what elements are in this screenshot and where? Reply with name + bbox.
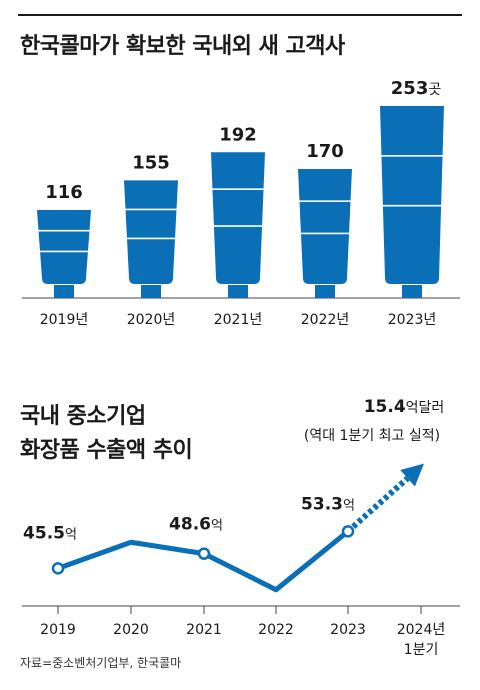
- data-point-marker: [341, 525, 355, 538]
- bar-value-label: 192: [219, 124, 257, 145]
- data-value-unit: 억: [211, 519, 223, 534]
- bar-tube-2019년: [37, 209, 91, 284]
- source-note: 자료=중소벤처기업부, 한국콜마: [20, 656, 182, 670]
- bar-category-label: 2021년: [214, 312, 263, 328]
- annotation-unit: 억달러: [406, 400, 445, 416]
- bar-cap-2022년: [315, 285, 335, 298]
- data-value-unit: 억: [343, 498, 355, 513]
- chart-title-exports-line1: 국내 중소기업: [20, 404, 146, 429]
- data-point-marker: [51, 562, 65, 575]
- bar-tube-2020년: [124, 180, 178, 284]
- bar-cap-2021년: [228, 285, 248, 298]
- bar-cap-2020년: [141, 285, 161, 298]
- data-point-marker: [197, 547, 211, 560]
- bar-chart: 116 2019년 155 2020년 192 2021년 170 2022년 253곳 2023…: [22, 78, 460, 328]
- bar-tube-2021년: [211, 152, 265, 284]
- x-tick-label: 2022: [258, 622, 294, 638]
- x-tick-label: 2020: [113, 622, 149, 638]
- bar-value-label: 253곳: [391, 78, 442, 99]
- bar-tube-2022년: [298, 168, 352, 284]
- x-tick-label: 2019: [40, 622, 76, 638]
- bar-tube-2023년: [380, 106, 444, 284]
- chart-title-customers: 한국콜마가 확보한 국내외 새 고객사: [20, 34, 345, 59]
- bar-value-label: 116: [45, 182, 83, 203]
- chart-title-exports: 국내 중소기업 화장품 수출액 추이: [20, 400, 193, 468]
- bar-category-label: 2023년: [388, 312, 437, 328]
- bar-cap-2019년: [54, 285, 74, 298]
- x-tick-label: 1분기: [404, 642, 439, 655]
- x-tick-label: 2024년: [397, 622, 446, 638]
- data-value-unit: 억: [65, 527, 77, 542]
- annotation-value: 15.4억달러: [364, 397, 445, 417]
- bar-category-label: 2019년: [40, 312, 89, 328]
- x-tick-label: 2023: [330, 622, 366, 638]
- bar-cap-2023년: [402, 285, 422, 298]
- series-projection: [346, 475, 410, 534]
- line-chart: 2019 2020 2021 2022 2023 2024년 1분기 45.5억 48.6억 53…: [22, 397, 460, 655]
- data-value-label: 53.3억: [301, 494, 355, 514]
- data-value-label: 45.5억: [23, 523, 77, 543]
- bar-value-label: 155: [132, 152, 170, 173]
- projection-arrowhead: [400, 463, 424, 487]
- chart-title-exports-line2: 화장품 수출액 추이: [20, 438, 193, 463]
- top-rule: [18, 14, 462, 16]
- bar-category-label: 2020년: [127, 312, 176, 328]
- bar-value-unit: 곳: [428, 82, 441, 98]
- x-tick-label: 2021: [186, 622, 222, 638]
- bar-category-label: 2022년: [301, 312, 350, 328]
- series-line: [57, 529, 350, 593]
- data-value-label: 48.6억: [169, 515, 223, 535]
- bar-value-label: 170: [306, 141, 344, 162]
- annotation-note: (역대 1분기 최고 실적): [304, 428, 440, 444]
